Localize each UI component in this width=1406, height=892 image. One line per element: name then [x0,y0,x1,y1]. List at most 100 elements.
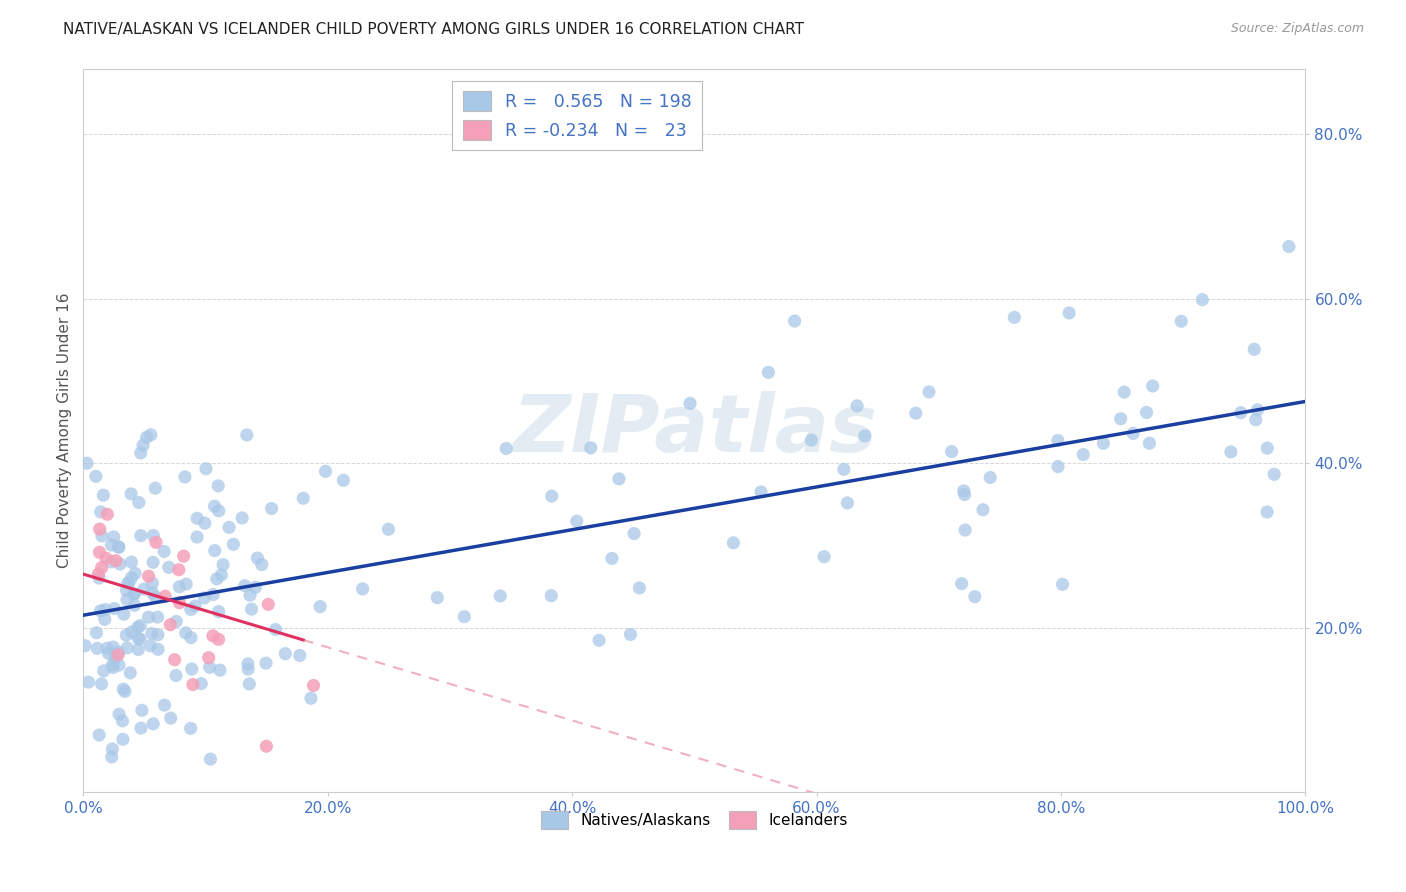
Point [97,646,120,660]
Point [165,668,187,682]
Point [180,602,202,616]
Point [1256,441,1278,455]
Point [115,628,138,642]
Point [141,626,163,640]
Point [104,651,127,665]
Point [600,551,623,566]
Point [195,461,218,475]
Point [1191,293,1213,307]
Point [139,427,162,442]
Point [184,599,207,613]
Point [194,516,217,531]
Point [76,456,98,470]
Point [302,678,325,692]
Point [837,496,859,510]
Point [127,642,149,657]
Point [813,549,835,564]
Point [1114,385,1136,400]
Point [540,589,562,603]
Point [87,567,110,582]
Point [157,560,180,574]
Point [1278,239,1301,253]
Point [120,487,142,501]
Point [117,576,139,591]
Point [288,648,311,663]
Point [142,528,165,542]
Point [121,555,143,569]
Point [90,560,112,574]
Point [132,438,155,452]
Point [131,703,153,717]
Point [153,698,176,712]
Point [120,665,142,680]
Point [233,579,256,593]
Point [1135,405,1157,419]
Point [169,580,191,594]
Point [101,660,124,674]
Point [90,677,112,691]
Point [174,626,197,640]
Point [260,501,283,516]
Point [264,623,287,637]
Point [222,537,245,551]
Point [84,469,107,483]
Point [186,530,208,544]
Point [204,500,226,514]
Point [111,732,134,747]
Text: NATIVE/ALASKAN VS ICELANDER CHILD POVERTY AMONG GIRLS UNDER 16 CORRELATION CHART: NATIVE/ALASKAN VS ICELANDER CHILD POVERT… [63,22,804,37]
Point [145,590,167,604]
Point [588,633,610,648]
Point [292,491,315,506]
Point [146,610,169,624]
Point [207,479,229,493]
Point [1092,436,1115,450]
Point [800,433,823,447]
Point [952,483,974,498]
Point [167,563,190,577]
Point [120,571,142,585]
Point [180,631,202,645]
Point [169,596,191,610]
Point [202,588,225,602]
Point [159,617,181,632]
Point [453,609,475,624]
Point [112,682,135,697]
Point [114,684,136,698]
Point [623,526,645,541]
Point [756,365,779,379]
Point [953,523,976,537]
Point [142,555,165,569]
Point [209,568,232,582]
Point [250,558,273,572]
Text: Source: ZipAtlas.com: Source: ZipAtlas.com [1230,22,1364,36]
Point [115,593,138,607]
Point [107,540,129,554]
Point [212,558,235,572]
Point [90,604,112,618]
Point [127,620,149,634]
Point [132,582,155,596]
Point [135,430,157,444]
Point [186,511,208,525]
Point [207,632,229,647]
Point [89,545,111,559]
Point [239,588,262,602]
Point [205,572,228,586]
Point [77,675,100,690]
Point [87,571,110,585]
Point [141,586,163,600]
Point [165,615,187,629]
Point [124,599,146,613]
Point [1142,379,1164,393]
Point [128,495,150,509]
Point [274,647,297,661]
Point [94,612,117,626]
Point [352,582,374,596]
Point [124,566,146,581]
Point [1256,505,1278,519]
Point [108,540,131,554]
Point [1230,406,1253,420]
Point [122,587,145,601]
Point [96,641,118,656]
Point [104,554,127,568]
